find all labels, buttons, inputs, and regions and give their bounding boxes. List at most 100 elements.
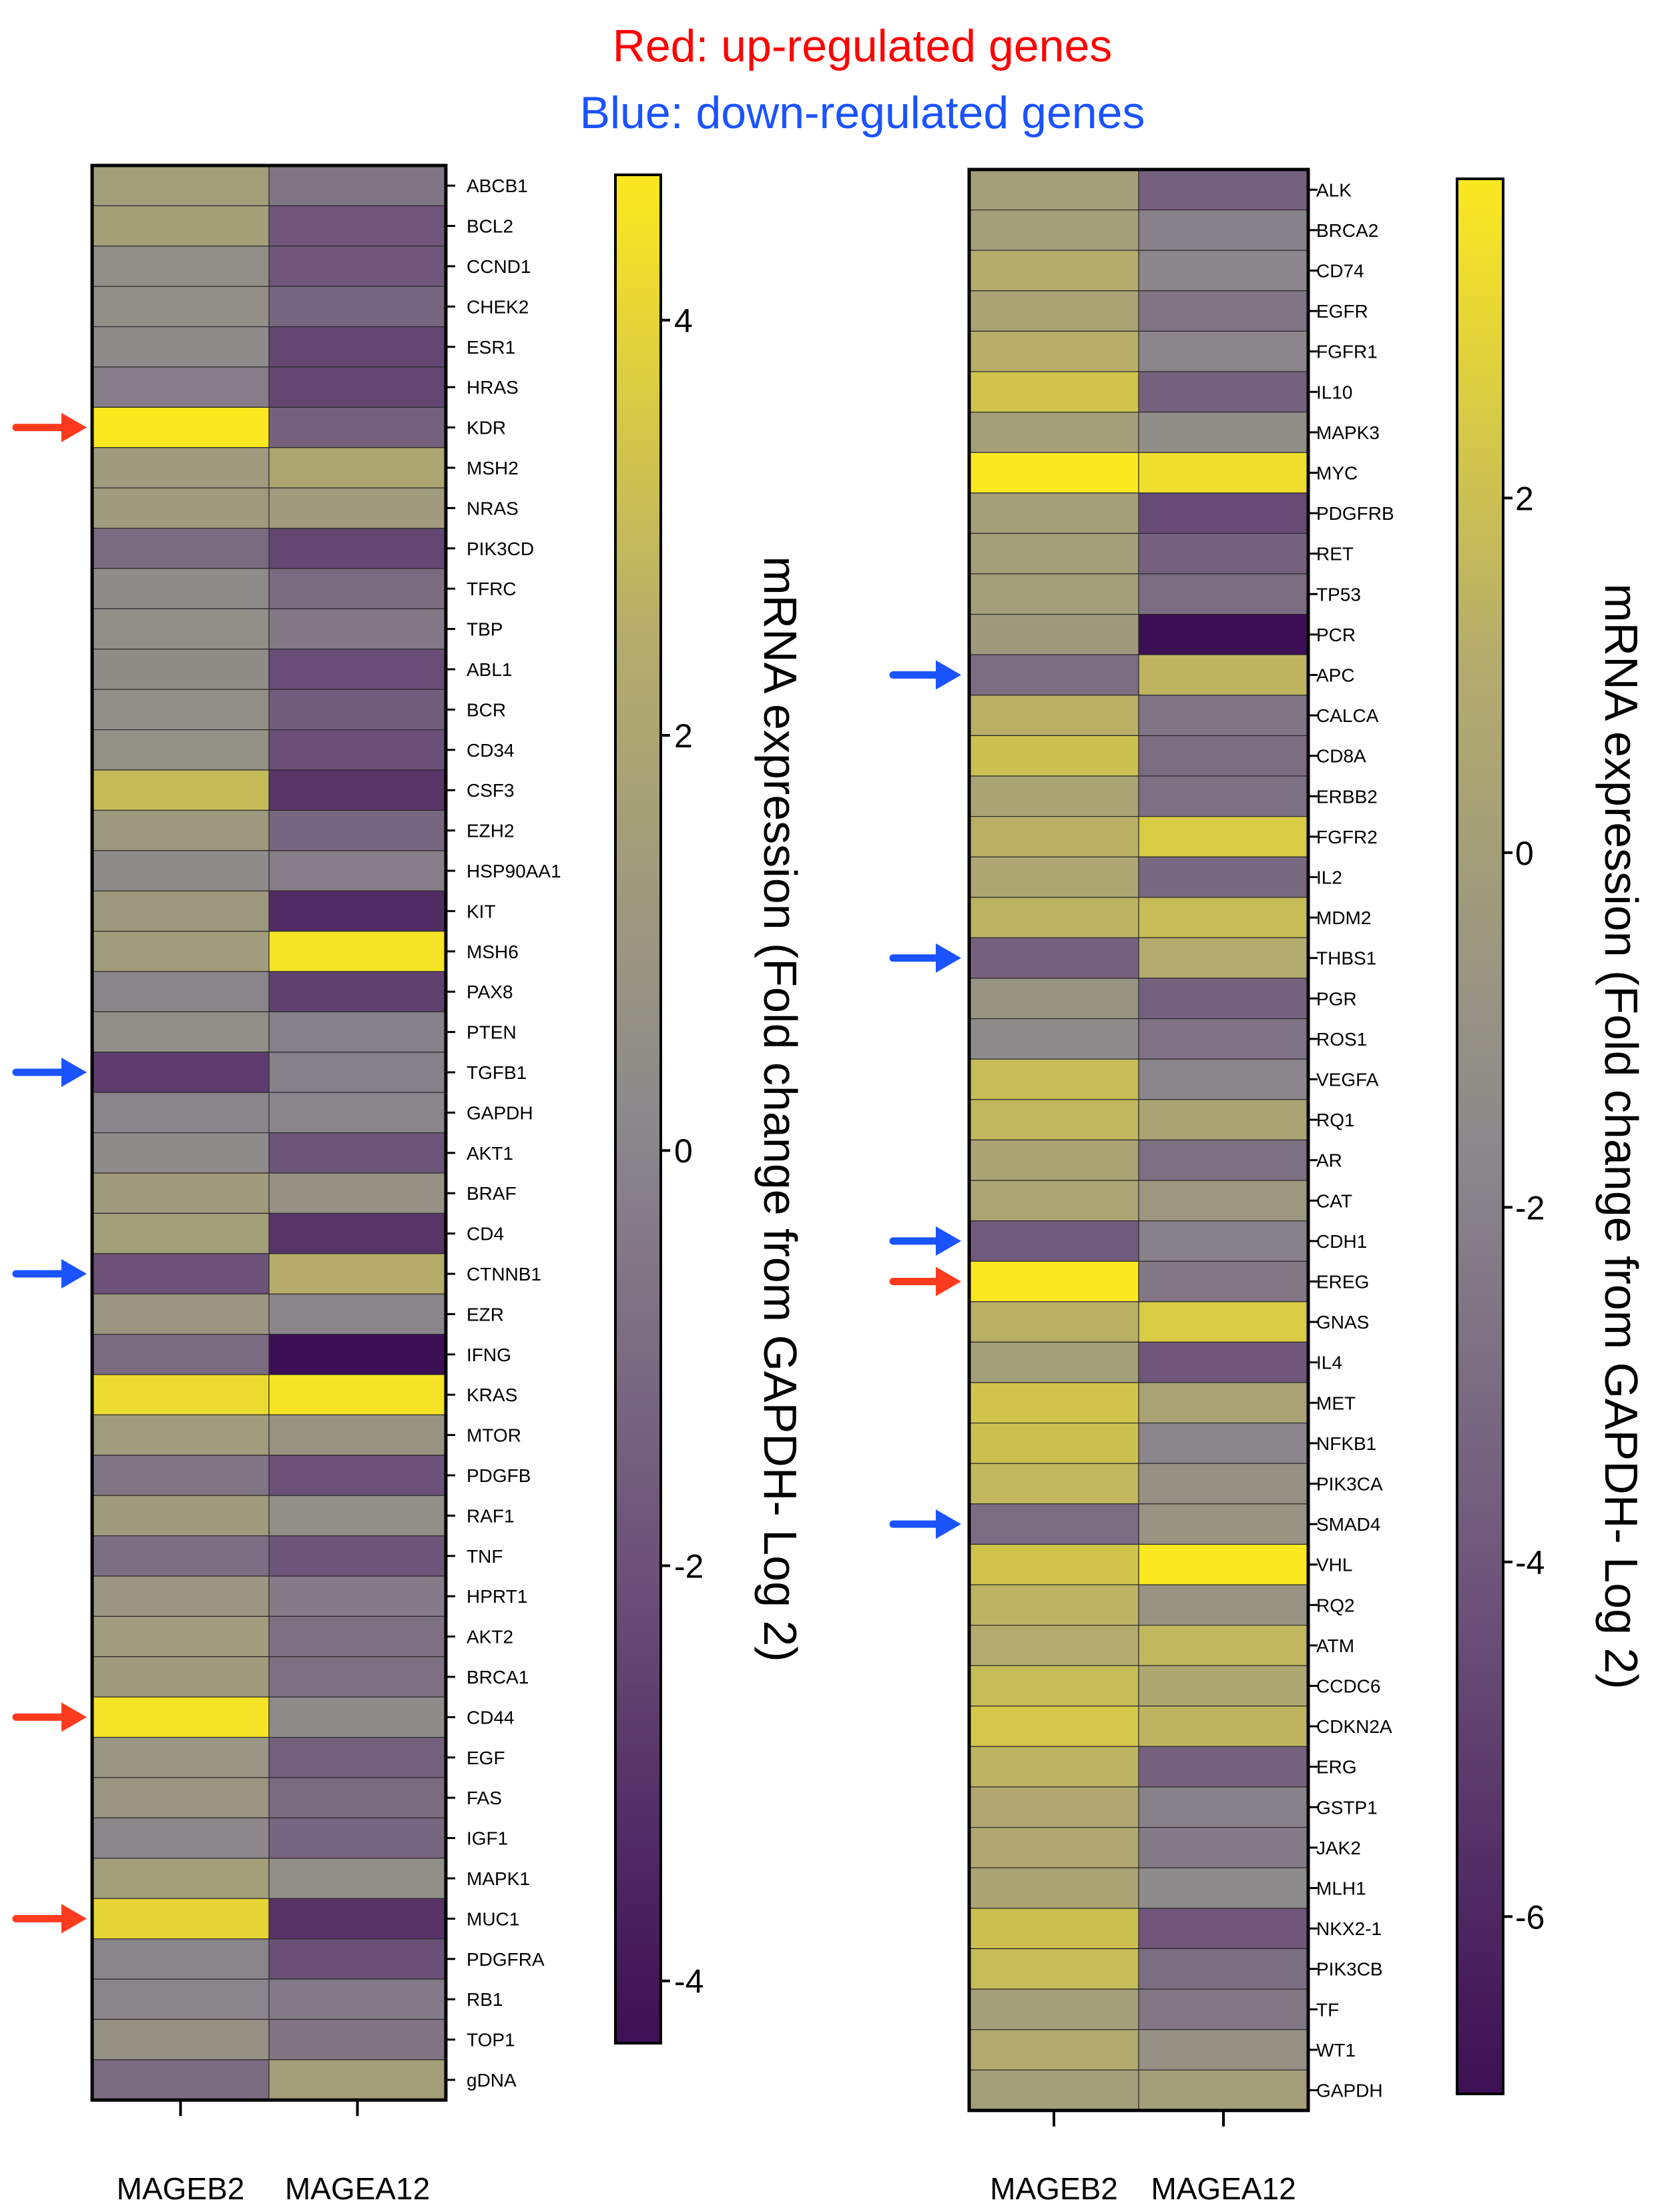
- heatmap-cell: [968, 1827, 1139, 1868]
- heatmap-cell: [91, 527, 270, 569]
- gene-label: ABCB1: [467, 175, 528, 196]
- heatmap-cell: [968, 2029, 1139, 2071]
- heatmap-cell: [268, 930, 447, 972]
- heatmap-cell: [968, 1099, 1139, 1141]
- gene-label: TF: [1316, 1999, 1339, 2020]
- gene-label: GNAS: [1316, 1312, 1369, 1333]
- heatmap-cell: [91, 1333, 270, 1375]
- gene-label: CD4: [467, 1224, 504, 1244]
- gene-label: BRCA2: [1316, 220, 1378, 241]
- down-arrow-icon: [889, 660, 961, 690]
- heatmap-cell: [968, 1260, 1139, 1303]
- heatmap-cell: [268, 1414, 447, 1456]
- heatmap-cell: [268, 406, 447, 448]
- heatmap-cell: [268, 527, 447, 569]
- gene-label: APC: [1316, 665, 1355, 686]
- gene-label: VHL: [1316, 1555, 1352, 1575]
- heatmap-cell: [91, 649, 270, 690]
- heatmap-cell: [1138, 1139, 1309, 1181]
- heatmap-cell: [1138, 1867, 1309, 1909]
- heatmap-cell: [91, 930, 270, 972]
- gene-label: AKT2: [467, 1627, 513, 1647]
- heatmap-cell: [268, 326, 447, 368]
- gene-label: HSP90AA1: [467, 861, 561, 881]
- heatmap-frame: [967, 167, 1310, 2113]
- heatmap-cell: [1138, 573, 1309, 615]
- gene-label: CCDC6: [1316, 1676, 1380, 1697]
- colorbar: [614, 173, 662, 2045]
- heatmap-cell: [268, 1455, 447, 1496]
- gene-label: MDM2: [1316, 907, 1371, 928]
- heatmap-cell: [968, 1543, 1139, 1585]
- gene-label: CD8A: [1316, 746, 1366, 767]
- heatmap-cell: [968, 573, 1139, 615]
- heatmap-cell: [91, 2059, 270, 2101]
- heatmap-cell: [968, 1423, 1139, 1464]
- heatmap-cell: [1138, 210, 1309, 251]
- heatmap-cell: [1138, 1301, 1309, 1343]
- gene-label: PIK3CB: [1316, 1959, 1383, 1980]
- heatmap-cell: [1138, 290, 1309, 332]
- gene-label: EGFR: [1316, 301, 1368, 322]
- heatmap-cell: [968, 1988, 1139, 2031]
- colorbar-tick-label: 4: [674, 302, 693, 340]
- gene-label: FGFR1: [1316, 342, 1378, 362]
- gene-label: KRAS: [467, 1385, 517, 1405]
- gene-label: EZR: [467, 1304, 504, 1325]
- heatmap-cell: [968, 2069, 1139, 2111]
- gene-label: PDGFRB: [1316, 503, 1394, 524]
- gene-label: PIK3CD: [467, 538, 534, 559]
- heatmap-cell: [91, 205, 270, 247]
- gene-label: FGFR2: [1316, 827, 1378, 847]
- gene-label: MSH6: [467, 942, 519, 962]
- colorbar-label: mRNA expression (Fold change from GAPDH-…: [754, 556, 806, 1662]
- heatmap-cell: [968, 654, 1139, 696]
- heatmap-cell: [1138, 1382, 1309, 1424]
- heatmap-cell: [91, 1495, 270, 1537]
- heatmap-cell: [1138, 492, 1309, 534]
- gene-label: BRAF: [467, 1183, 517, 1204]
- heatmap-cell: [968, 775, 1139, 817]
- heatmap-cell: [968, 1867, 1139, 1909]
- gene-label: KIT: [467, 901, 496, 921]
- heatmap-cell: [91, 1011, 270, 1053]
- heatmap-cell: [91, 1535, 270, 1577]
- gene-label: PDGFRA: [467, 1949, 545, 1970]
- heatmap-cell: [268, 1132, 447, 1174]
- heatmap-cell: [91, 1656, 270, 1698]
- heatmap-cell: [91, 1293, 270, 1335]
- left-heatmap-panel: ABCB1 BCL2 CCND1 CHEK2 ESR1 HRAS KDR MSH2 NRAS PI…: [12, 163, 806, 2206]
- heatmap-cell: [968, 1786, 1139, 1828]
- heatmap-cell: [268, 1092, 447, 1134]
- colorbar-tick-label: -4: [1515, 1544, 1545, 1581]
- heatmap-cell: [268, 809, 447, 851]
- heatmap-cell: [91, 769, 270, 811]
- heatmap-cell: [268, 689, 447, 731]
- heatmap-cell: [1138, 1341, 1309, 1383]
- colorbar-tick-label: -6: [1515, 1898, 1545, 1936]
- colorbar-tick-label: 2: [674, 717, 693, 755]
- gene-label: TGFB1: [467, 1062, 527, 1083]
- up-arrow-icon: [889, 1266, 961, 1297]
- gene-label: IFNG: [467, 1345, 511, 1365]
- gene-label: MYC: [1316, 463, 1358, 484]
- heatmap-cell: [268, 850, 447, 891]
- gene-label: CAT: [1316, 1190, 1352, 1211]
- heatmap-cell: [91, 1817, 270, 1859]
- heatmap-cell: [91, 1737, 270, 1778]
- gene-label: MSH2: [467, 458, 519, 478]
- gene-label: CD44: [467, 1707, 515, 1728]
- heatmap-cell: [268, 487, 447, 529]
- heatmap-cell: [968, 1625, 1139, 1666]
- gene-label: IL4: [1316, 1353, 1342, 1373]
- heatmap-cell: [968, 1908, 1139, 1950]
- heatmap-cell: [91, 971, 270, 1013]
- heatmap-cell: [268, 769, 447, 811]
- heatmap-cell: [1138, 1786, 1309, 1828]
- heatmap-cell: [91, 2018, 270, 2061]
- colorbar-tick-label: 0: [674, 1132, 693, 1170]
- heatmap-cell: [268, 608, 447, 650]
- heatmap-cell: [268, 1495, 447, 1537]
- heatmap-cell: [1138, 654, 1309, 696]
- right-heatmap-panel: ALK BRCA2 CD74 EGFR FGFR1 IL10 MAPK3 MYC PDGFRB R…: [889, 167, 1647, 2206]
